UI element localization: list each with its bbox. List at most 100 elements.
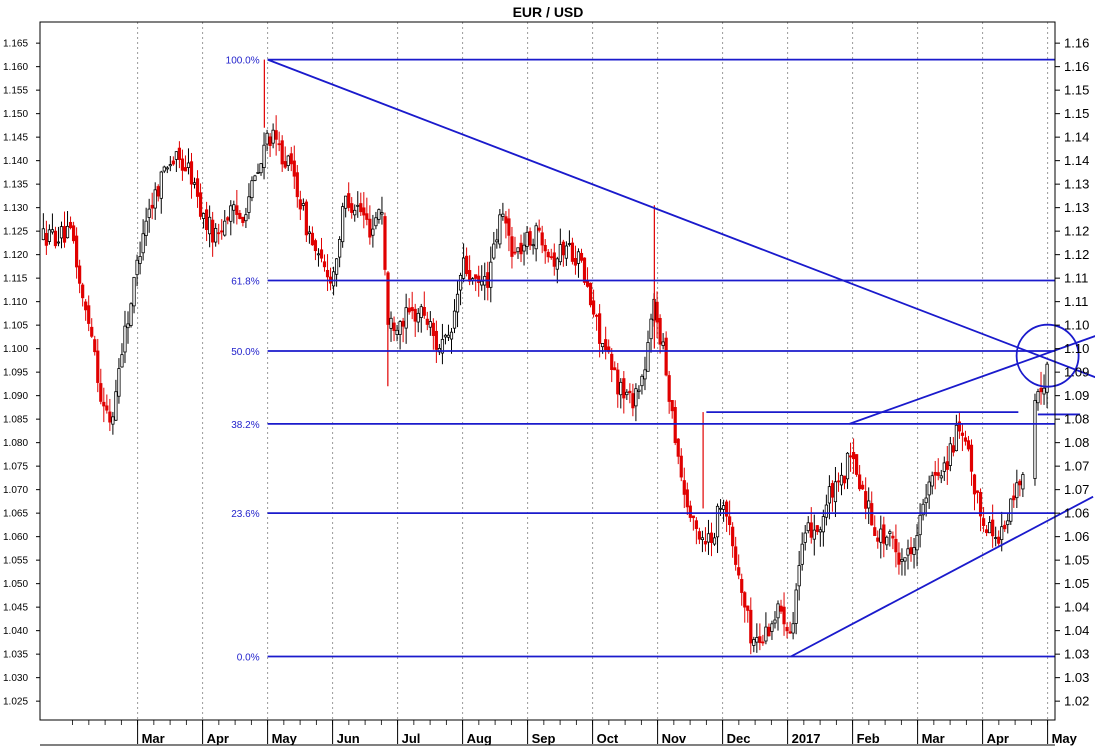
- candle-down: [858, 474, 862, 490]
- candle-up: [244, 214, 248, 222]
- right-tick-label: 1.16: [1064, 36, 1089, 51]
- candle-up: [398, 321, 402, 335]
- candle-up: [114, 391, 118, 421]
- fib-level-label: 61.8%: [231, 277, 259, 288]
- candle-up: [455, 293, 460, 313]
- candle-up: [208, 216, 212, 235]
- candle-down: [588, 282, 593, 306]
- candle-down: [782, 606, 786, 625]
- candle-up: [335, 258, 339, 275]
- left-tick-label: 1.070: [3, 485, 28, 496]
- candle-down: [465, 255, 469, 275]
- candle-up: [111, 416, 115, 425]
- candle-up: [449, 331, 454, 340]
- candle-up: [558, 244, 562, 263]
- candle-down: [211, 219, 215, 243]
- candle-down: [71, 225, 76, 242]
- candle-down: [891, 535, 895, 539]
- candle-down: [703, 541, 708, 545]
- right-tick-label: 1.15: [1064, 83, 1089, 98]
- fib-level-label: 100.0%: [226, 56, 260, 67]
- candle-up: [271, 129, 275, 144]
- candle-up: [132, 276, 136, 307]
- candle-up: [634, 388, 638, 407]
- candle-down: [99, 383, 103, 402]
- right-tick-label: 1.07: [1064, 482, 1089, 497]
- candle-down: [673, 407, 677, 444]
- candle-down: [851, 452, 856, 460]
- right-tick-label: 1.13: [1064, 200, 1089, 215]
- candle-down: [972, 474, 977, 495]
- candle-down: [685, 489, 689, 508]
- candle-down: [537, 227, 541, 231]
- left-tick-label: 1.130: [3, 203, 28, 214]
- candle-up: [489, 261, 493, 288]
- candle-up: [525, 231, 529, 247]
- right-tick-label: 1.10: [1064, 318, 1089, 333]
- candle-up: [770, 623, 774, 632]
- left-tick-label: 1.110: [3, 297, 28, 308]
- candle-down: [108, 411, 112, 423]
- candle-up: [59, 226, 64, 239]
- left-tick-label: 1.150: [3, 109, 28, 120]
- candle-up: [646, 342, 650, 372]
- month-label: Jul: [402, 731, 421, 746]
- candle-up: [640, 375, 644, 387]
- candle-down: [507, 218, 511, 236]
- candle-up: [162, 166, 166, 172]
- right-tick-label: 1.06: [1064, 506, 1089, 521]
- candle-down: [322, 261, 327, 268]
- candle-up: [1000, 526, 1004, 540]
- month-label: May: [272, 731, 298, 746]
- candle-down: [909, 547, 913, 555]
- candle-down: [582, 257, 587, 283]
- candle-down: [725, 501, 729, 517]
- candle-up: [939, 475, 943, 479]
- candle-up: [416, 312, 420, 323]
- candle-up: [948, 443, 952, 466]
- candle-down: [78, 265, 82, 284]
- candle-up: [833, 481, 838, 503]
- candle-up: [1021, 474, 1025, 490]
- candle-down: [997, 536, 1001, 544]
- candle-down: [292, 160, 296, 177]
- candle-up: [428, 321, 432, 328]
- candle-down: [1012, 495, 1016, 501]
- candle-down: [610, 353, 614, 370]
- candle-down: [205, 209, 209, 231]
- candle-down: [283, 161, 287, 168]
- candle-down: [150, 204, 154, 209]
- candle-up: [265, 132, 269, 145]
- candle-down: [543, 244, 547, 252]
- candle-up: [65, 225, 70, 239]
- right-tick-label: 1.08: [1064, 435, 1089, 450]
- candle-down: [235, 205, 239, 215]
- candle-up: [921, 503, 925, 516]
- candle-up: [144, 220, 148, 236]
- candle-down: [815, 525, 819, 532]
- candle-up: [443, 334, 448, 338]
- candle-down: [697, 531, 701, 540]
- candle-up: [440, 338, 445, 354]
- candle-down: [277, 143, 281, 146]
- candle-down: [894, 538, 898, 553]
- candle-up: [498, 214, 502, 245]
- fib-level-label: 50.0%: [231, 347, 259, 358]
- candle-down: [579, 252, 584, 261]
- candle-down: [198, 192, 203, 217]
- candle-up: [229, 205, 233, 222]
- candle-up: [564, 245, 568, 259]
- month-label: Apr: [987, 731, 1009, 746]
- fibonacci-labels: 100.0% 61.8% 50.0% 38.2% 23.6% 0.0%: [226, 56, 260, 664]
- candle-down: [809, 522, 813, 538]
- candle-up: [120, 354, 124, 368]
- candle-down: [171, 160, 175, 165]
- candle-down: [897, 552, 901, 565]
- candle-down: [226, 217, 230, 221]
- candle-up: [374, 217, 378, 227]
- candle-up: [516, 247, 520, 253]
- candle-up: [253, 175, 257, 181]
- candle-up: [214, 228, 218, 243]
- candle-down: [688, 505, 692, 518]
- candle-down: [591, 300, 596, 315]
